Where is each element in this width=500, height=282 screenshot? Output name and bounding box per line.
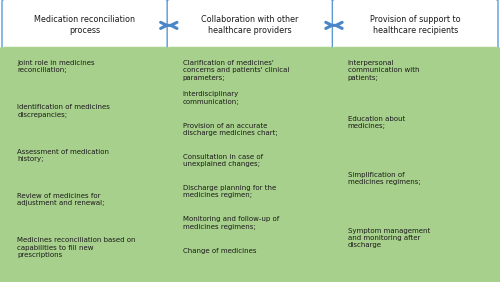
Text: Medicines reconciliation based on
capabilities to fill new
prescriptions: Medicines reconciliation based on capabi… bbox=[18, 237, 136, 258]
Text: Provision of support to
healthcare recipients: Provision of support to healthcare recip… bbox=[370, 15, 460, 36]
Text: Education about
medicines;: Education about medicines; bbox=[348, 116, 405, 129]
Text: Review of medicines for
adjustment and renewal;: Review of medicines for adjustment and r… bbox=[18, 193, 105, 206]
Text: Assessment of medication
history;: Assessment of medication history; bbox=[18, 149, 110, 162]
Text: Symptom management
and monitoring after
discharge: Symptom management and monitoring after … bbox=[348, 228, 430, 248]
Text: Clarification of medicines'
concerns and patients' clinical
parameters;: Clarification of medicines' concerns and… bbox=[182, 60, 289, 81]
FancyBboxPatch shape bbox=[0, 47, 172, 282]
Text: Consultation in case of
unexplained changes;: Consultation in case of unexplained chan… bbox=[182, 154, 263, 167]
FancyBboxPatch shape bbox=[328, 47, 500, 282]
FancyBboxPatch shape bbox=[2, 0, 168, 52]
Text: Medication reconciliation
process: Medication reconciliation process bbox=[34, 15, 136, 36]
FancyBboxPatch shape bbox=[332, 0, 498, 52]
Text: Joint role in medicines
reconciliation;: Joint role in medicines reconciliation; bbox=[18, 60, 95, 73]
FancyBboxPatch shape bbox=[162, 47, 338, 282]
Text: Identification of medicines
discrepancies;: Identification of medicines discrepancie… bbox=[18, 104, 110, 118]
Text: Provision of an accurate
discharge medicines chart;: Provision of an accurate discharge medic… bbox=[182, 123, 278, 136]
Text: Interdisciplinary
communication;: Interdisciplinary communication; bbox=[182, 91, 240, 105]
Text: Monitoring and follow-up of
medicines regimens;: Monitoring and follow-up of medicines re… bbox=[182, 216, 279, 230]
Text: Discharge planning for the
medicines regimen;: Discharge planning for the medicines reg… bbox=[182, 185, 276, 199]
FancyBboxPatch shape bbox=[167, 0, 333, 52]
Text: Collaboration with other
healthcare providers: Collaboration with other healthcare prov… bbox=[202, 15, 298, 36]
Text: Simplification of
medicines regimens;: Simplification of medicines regimens; bbox=[348, 172, 420, 185]
Text: Interpersonal
communication with
patients;: Interpersonal communication with patient… bbox=[348, 60, 420, 81]
Text: Change of medicines: Change of medicines bbox=[182, 248, 256, 254]
